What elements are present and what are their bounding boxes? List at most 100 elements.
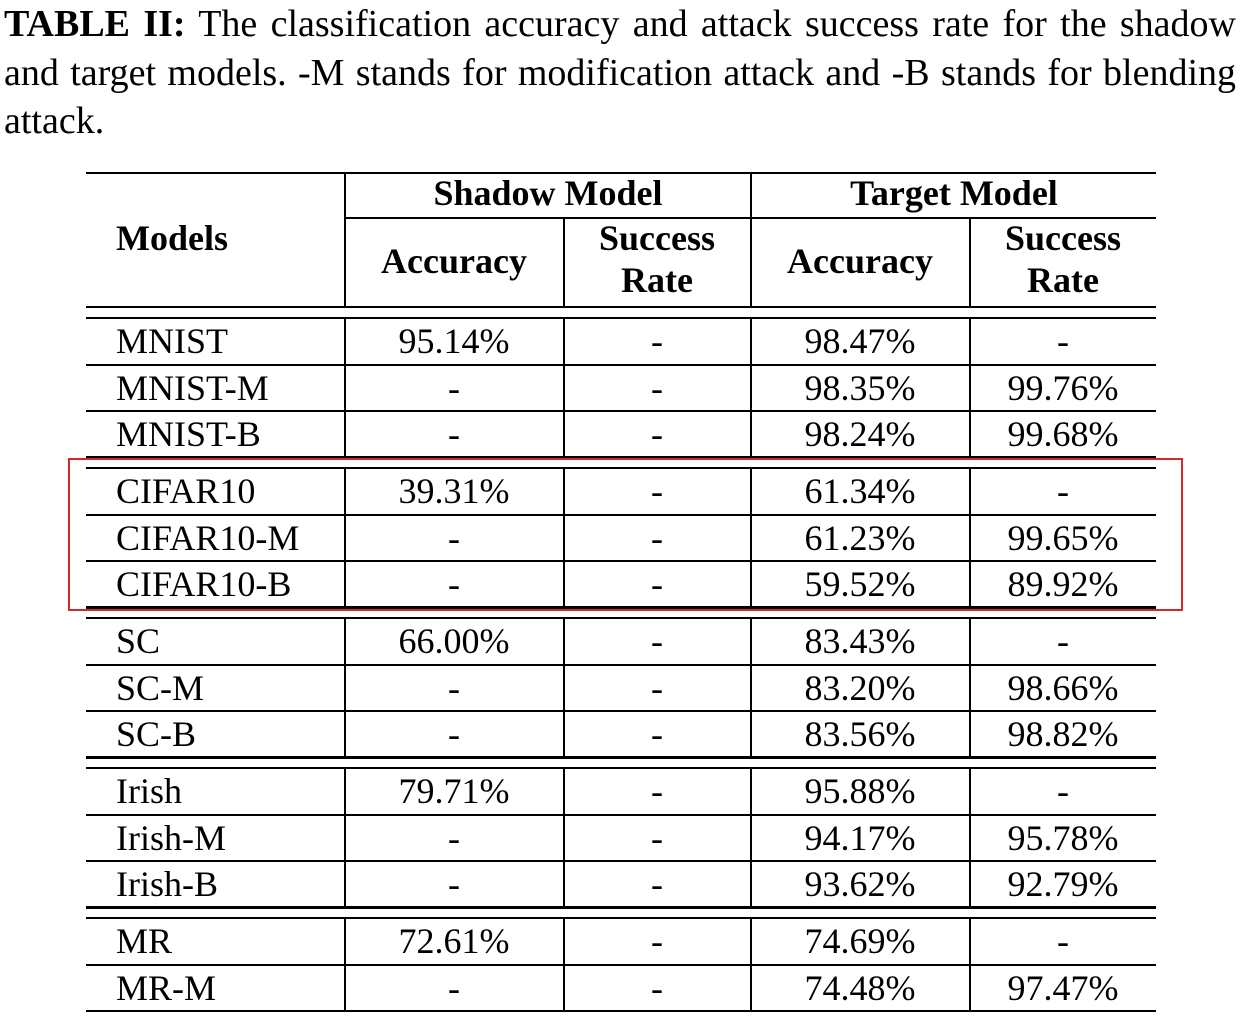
- column-divider: [750, 317, 752, 457]
- group-double-rule-b: [86, 317, 1156, 319]
- table-cell: -: [1057, 621, 1069, 661]
- table-cell: 89.92%: [1007, 564, 1119, 604]
- column-divider: [563, 917, 565, 1010]
- table-cell: -: [1057, 921, 1069, 961]
- table-cell: 39.31%: [398, 471, 510, 511]
- table-cell: -: [651, 817, 663, 858]
- highlight-box: [68, 458, 1183, 611]
- table-cell: -: [1057, 321, 1069, 361]
- column-divider: [344, 317, 346, 457]
- model-name-cell: MNIST-M: [116, 367, 269, 408]
- model-name-cell: Irish-B: [116, 864, 218, 904]
- table-cell: -: [1057, 471, 1069, 511]
- row-rule: [86, 513, 1156, 516]
- column-divider: [750, 917, 752, 1010]
- table-cell: 94.17%: [804, 817, 916, 858]
- row-rule: [86, 363, 1156, 366]
- table-cell: 83.20%: [804, 667, 916, 708]
- table-cell: 95.88%: [804, 771, 916, 811]
- table-cell: -: [651, 321, 663, 361]
- model-name-cell: SC-B: [116, 714, 197, 754]
- table-cell: -: [448, 564, 460, 604]
- table-cell: -: [448, 414, 460, 454]
- table-cell: 95.14%: [398, 321, 510, 361]
- header-models: Models: [116, 218, 228, 258]
- table-cell: -: [448, 817, 460, 858]
- table-cell: 72.61%: [398, 921, 510, 961]
- table-cell: 98.24%: [804, 414, 916, 454]
- header-shadow-accuracy: Accuracy: [381, 241, 527, 281]
- table-cell: -: [448, 714, 460, 754]
- group-double-rule-a: [86, 306, 1156, 308]
- model-name-cell: MNIST-B: [116, 414, 261, 454]
- row-rule: [86, 813, 1156, 816]
- column-divider: [969, 917, 971, 1010]
- column-divider: [969, 617, 971, 757]
- model-name-cell: MR: [116, 921, 173, 961]
- group-double-rule-b: [86, 917, 1156, 919]
- column-divider: [563, 317, 565, 457]
- column-divider: [563, 617, 565, 757]
- row-rule: [86, 860, 1156, 862]
- table-cell: -: [651, 414, 663, 454]
- table-label: TABLE II:: [4, 3, 186, 45]
- column-divider: [750, 467, 752, 607]
- table-cell: -: [651, 621, 663, 661]
- table-cell: -: [651, 864, 663, 904]
- table-cell: -: [448, 667, 460, 708]
- table-cell: -: [448, 967, 460, 1008]
- header-vline-1: [344, 172, 346, 307]
- model-name-cell: SC: [116, 621, 161, 661]
- table-cell: 83.43%: [804, 621, 916, 661]
- column-divider: [344, 917, 346, 1010]
- header-shadow-rate: Rate: [621, 260, 693, 300]
- table-cell: 98.66%: [1007, 667, 1119, 708]
- row-rule: [86, 560, 1156, 562]
- model-name-cell: SC-M: [116, 667, 205, 708]
- header-shadow-model: Shadow Model: [433, 173, 663, 213]
- group-double-rule-a: [86, 606, 1156, 608]
- column-divider: [750, 617, 752, 757]
- row-rule: [86, 663, 1156, 666]
- model-name-cell: CIFAR10-B: [116, 564, 292, 604]
- table-cell: -: [651, 967, 663, 1008]
- column-divider: [344, 467, 346, 607]
- table-cell: -: [651, 771, 663, 811]
- table-cell: 99.65%: [1007, 517, 1119, 558]
- row-rule: [86, 1010, 1156, 1012]
- table-cell: 61.34%: [804, 471, 916, 511]
- model-name-cell: Irish-M: [116, 817, 226, 858]
- header-target-rate: Rate: [1027, 260, 1099, 300]
- table-cell: -: [651, 517, 663, 558]
- header-vline-3: [750, 172, 752, 307]
- table-cell: 93.62%: [804, 864, 916, 904]
- table-cell: -: [651, 921, 663, 961]
- table-cell: 74.48%: [804, 967, 916, 1008]
- header-vline-2: [563, 217, 565, 307]
- header-target-success: Success: [1005, 218, 1121, 258]
- table-cell: 98.47%: [804, 321, 916, 361]
- table-cell: 99.68%: [1007, 414, 1119, 454]
- column-divider: [563, 467, 565, 607]
- table-cell: -: [651, 667, 663, 708]
- group-double-rule-b: [86, 767, 1156, 769]
- table-cell: -: [651, 367, 663, 408]
- table-cell: 97.47%: [1007, 967, 1119, 1008]
- model-name-cell: CIFAR10: [116, 471, 256, 511]
- table-cell: -: [448, 367, 460, 408]
- row-rule: [86, 410, 1156, 412]
- model-name-cell: MNIST: [116, 321, 229, 361]
- column-divider: [750, 767, 752, 907]
- table-cell: 79.71%: [398, 771, 510, 811]
- table-cell: 61.23%: [804, 517, 916, 558]
- table-cell: 99.76%: [1007, 367, 1119, 408]
- group-double-rule-a: [86, 906, 1156, 908]
- table-cell: 66.00%: [398, 621, 510, 661]
- column-divider: [969, 317, 971, 457]
- table-cell: 98.82%: [1007, 714, 1119, 754]
- table-cell: -: [448, 864, 460, 904]
- model-name-cell: MR-M: [116, 967, 217, 1008]
- table-cell: 74.69%: [804, 921, 916, 961]
- table-top-rule: [86, 172, 1156, 174]
- header-vline-4: [969, 217, 971, 307]
